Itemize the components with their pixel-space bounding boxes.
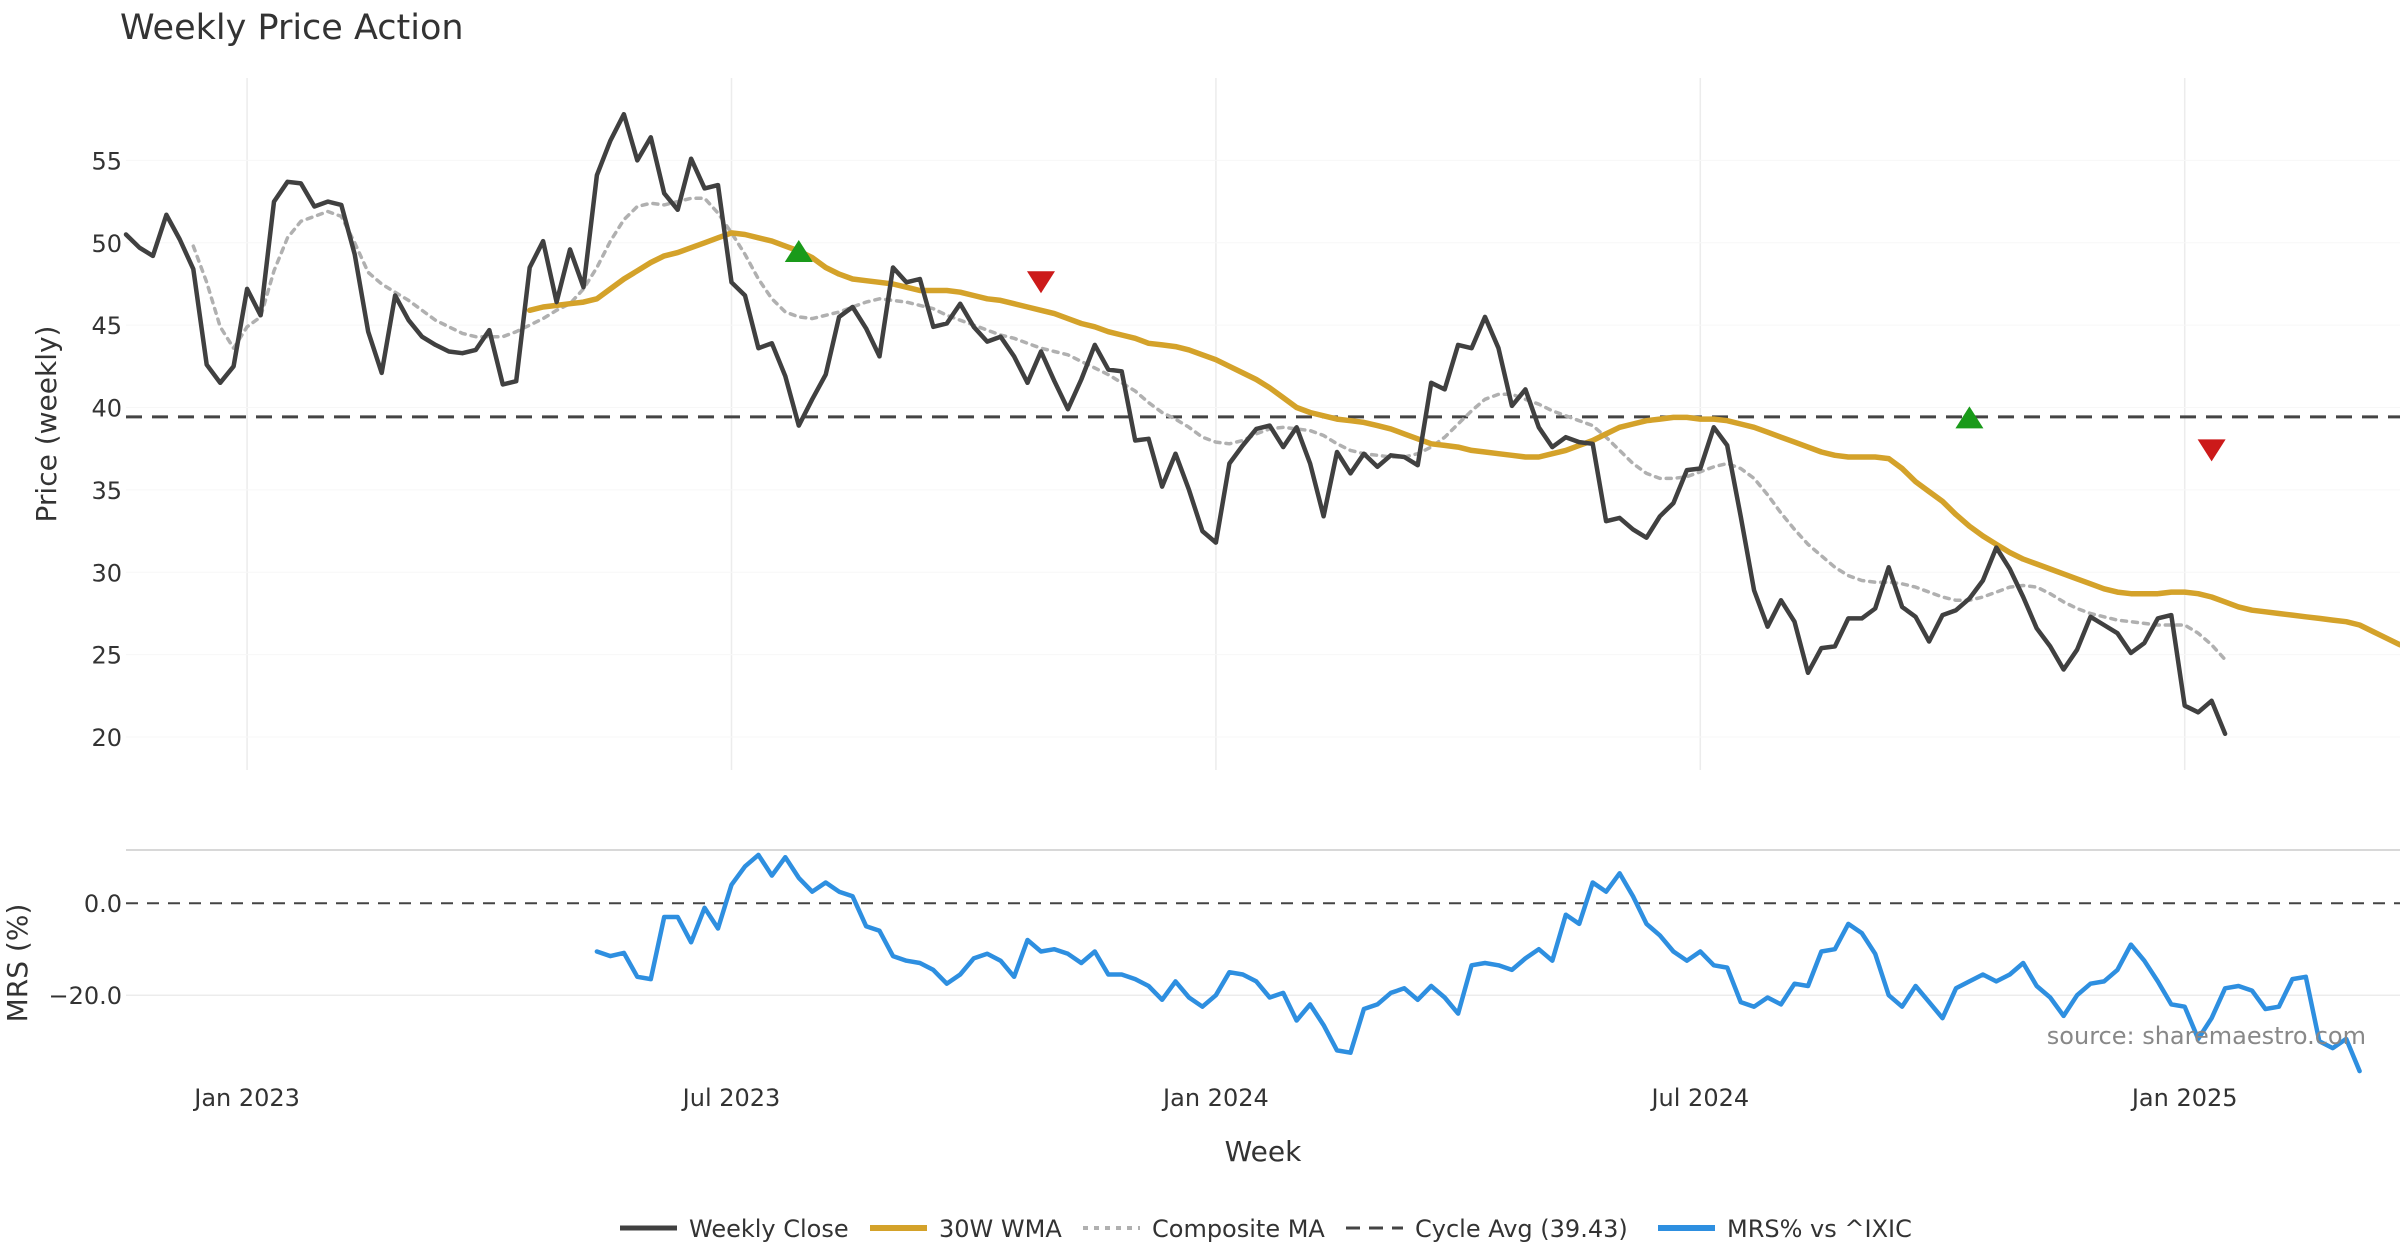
legend-label: Weekly Close [689, 1215, 849, 1243]
x-axis: Jan 2023 Jul 2023 Jan 2024 Jul 2024 Jan 2025… [192, 1084, 2238, 1112]
price-tick-label: 50 [91, 230, 122, 258]
mrs-y-axis: 0.0 −20.0 [48, 890, 122, 1010]
chart-legend: Weekly Close 30W WMA Composite MA Cycle Avg… [620, 1215, 1912, 1243]
mrs-y-axis-label: MRS (%) [1, 904, 34, 1023]
weekly-close-line [123, 111, 2228, 737]
price-y-axis: 20 25 30 35 40 45 50 55 [91, 147, 122, 752]
series-layer [123, 111, 2400, 1074]
x-tick-label: Jan 2025 [2130, 1084, 2238, 1112]
price-tick-label: 40 [91, 395, 122, 423]
mrs-line [594, 852, 2362, 1074]
wma-line [526, 230, 2400, 648]
signal-layer [784, 240, 2226, 462]
x-tick-label: Jan 2024 [1161, 1084, 1269, 1112]
x-tick-label: Jan 2023 [192, 1084, 300, 1112]
price-tick-label: 35 [91, 477, 122, 505]
price-tick-label: 20 [91, 724, 122, 752]
legend-label: 30W WMA [939, 1215, 1062, 1243]
x-tick-label: Jul 2024 [1649, 1084, 1749, 1112]
sell-signal-marker [1026, 271, 1055, 294]
x-tick-label: Jul 2023 [681, 1084, 781, 1112]
chart-title: Weekly Price Action [120, 8, 464, 48]
price-tick-label: 45 [91, 312, 122, 340]
x-axis-label: Week [1225, 1135, 1302, 1168]
price-tick-label: 55 [91, 147, 122, 175]
composite-ma-line [191, 196, 2227, 662]
legend-label: Composite MA [1152, 1215, 1325, 1243]
buy-signal-marker [784, 240, 813, 262]
sell-signal-marker [2197, 439, 2226, 462]
legend-label: MRS% vs ^IXIC [1727, 1215, 1912, 1243]
price-tick-label: 25 [91, 642, 122, 670]
buy-signal-marker [1955, 406, 1984, 429]
price-y-axis-label: Price (weekly) [30, 326, 63, 523]
mrs-tick-label: −20.0 [48, 982, 122, 1010]
price-tick-label: 30 [91, 559, 122, 587]
grid-layer [126, 78, 2400, 996]
mrs-tick-label: 0.0 [84, 890, 122, 918]
source-label: source: sharemaestro.com [2047, 1022, 2366, 1050]
legend-label: Cycle Avg (39.43) [1415, 1215, 1628, 1243]
